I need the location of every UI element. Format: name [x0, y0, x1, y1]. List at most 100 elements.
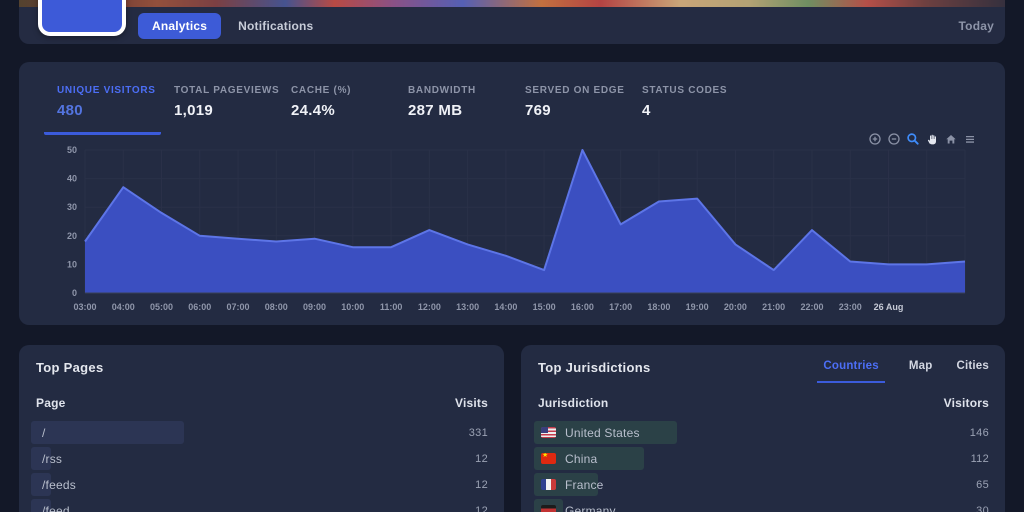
stat-served-on-edge[interactable]: SERVED ON EDGE 769	[512, 85, 629, 135]
table-row[interactable]: United States 146	[534, 421, 989, 444]
table-row[interactable]: / 331	[31, 421, 488, 444]
column-header-visitors: Visitors	[943, 396, 989, 410]
row-bar	[534, 447, 644, 470]
top-pages-rows: / 331/rss 12/feeds 12/feed 12	[19, 421, 504, 512]
row-label: United States	[534, 426, 640, 440]
svg-text:11:00: 11:00	[380, 302, 403, 312]
svg-text:20:00: 20:00	[724, 302, 747, 312]
row-value: 12	[475, 452, 488, 465]
stat-total-pageviews[interactable]: TOTAL PAGEVIEWS 1,019	[161, 85, 279, 135]
row-value: 12	[475, 478, 488, 491]
header-card: Analytics Notifications Today	[19, 0, 1005, 44]
country-name: Germany	[565, 503, 616, 512]
row-label: France	[534, 478, 604, 492]
header-nav: Analytics Notifications Today	[19, 7, 1005, 44]
svg-text:20: 20	[67, 231, 77, 241]
row-bar	[534, 421, 677, 444]
table-row[interactable]: /feeds 12	[31, 473, 488, 496]
stat-value: 287 MB	[408, 102, 463, 119]
stat-cache[interactable]: CACHE (%) 24.4%	[278, 85, 395, 135]
table-row[interactable]: Germany 30	[534, 499, 989, 512]
top-pages-title: Top Pages	[36, 360, 104, 375]
jurisdictions-title: Top Jurisdictions	[538, 360, 651, 375]
svg-text:07:00: 07:00	[227, 302, 250, 312]
country-name: France	[565, 477, 604, 492]
row-bar	[31, 421, 184, 444]
row-label: /rss	[42, 451, 63, 466]
selection-zoom-icon[interactable]	[906, 132, 920, 146]
stat-status-codes[interactable]: STATUS CODES 4	[629, 85, 746, 135]
stat-label: SERVED ON EDGE	[525, 85, 625, 96]
tab-map[interactable]: Map	[908, 360, 933, 372]
svg-text:10:00: 10:00	[341, 302, 364, 312]
stat-label: STATUS CODES	[642, 85, 728, 96]
row-value: 112	[970, 452, 989, 465]
menu-icon[interactable]	[963, 132, 977, 146]
tab-cities[interactable]: Cities	[956, 360, 989, 372]
svg-text:15:00: 15:00	[533, 302, 556, 312]
svg-text:19:00: 19:00	[686, 302, 709, 312]
svg-text:0: 0	[72, 288, 77, 298]
pan-icon[interactable]	[925, 132, 939, 146]
stat-bandwidth[interactable]: BANDWIDTH 287 MB	[395, 85, 512, 135]
svg-text:17:00: 17:00	[609, 302, 632, 312]
analytics-card: UNIQUE VISITORS 480 TOTAL PAGEVIEWS 1,01…	[19, 62, 1005, 325]
svg-text:12:00: 12:00	[418, 302, 441, 312]
row-bar	[31, 473, 51, 496]
svg-text:30: 30	[67, 202, 77, 212]
traffic-chart[interactable]: 0 10 20 30 40 50 03:00 04:00 05:00 06:00 07:00 08:0…	[19, 138, 1005, 325]
jurisdictions-card: Top Jurisdictions Countries Map Cities J…	[521, 345, 1005, 512]
svg-text:18:00: 18:00	[647, 302, 670, 312]
svg-text:13:00: 13:00	[456, 302, 479, 312]
svg-text:03:00: 03:00	[73, 302, 96, 312]
flag-de-icon	[541, 505, 556, 512]
row-value: 65	[976, 478, 989, 491]
svg-text:14:00: 14:00	[494, 302, 517, 312]
row-bar	[31, 447, 51, 470]
top-pages-card: Top Pages Page Visits / 331/rss 12/feeds 12…	[19, 345, 504, 512]
row-value: 331	[468, 426, 488, 439]
table-row[interactable]: /rss 12	[31, 447, 488, 470]
table-row[interactable]: France 65	[534, 473, 989, 496]
home-icon[interactable]	[944, 132, 958, 146]
svg-text:23:00: 23:00	[839, 302, 862, 312]
tab-analytics[interactable]: Analytics	[138, 12, 222, 39]
svg-text:22:00: 22:00	[800, 302, 823, 312]
stat-value: 769	[525, 102, 551, 119]
stat-value: 24.4%	[291, 102, 336, 119]
row-label: China	[534, 452, 597, 466]
row-value: 12	[475, 504, 488, 512]
cover-image	[19, 0, 1005, 7]
tab-notifications[interactable]: Notifications	[238, 18, 314, 33]
stat-label: UNIQUE VISITORS	[57, 85, 156, 96]
svg-text:06:00: 06:00	[188, 302, 211, 312]
country-name: United States	[565, 425, 640, 440]
row-value: 30	[976, 504, 989, 512]
stat-value: 1,019	[174, 102, 214, 119]
svg-text:21:00: 21:00	[762, 302, 785, 312]
tab-countries[interactable]: Countries	[817, 360, 885, 383]
row-bar	[31, 499, 51, 512]
svg-text:50: 50	[67, 145, 77, 155]
stat-label: CACHE (%)	[291, 85, 352, 96]
svg-text:10: 10	[67, 259, 77, 269]
row-label: /feeds	[42, 477, 76, 492]
zoom-in-icon[interactable]	[868, 132, 882, 146]
svg-text:05:00: 05:00	[150, 302, 173, 312]
stat-value: 480	[57, 102, 83, 119]
stat-unique-visitors[interactable]: UNIQUE VISITORS 480	[44, 85, 161, 135]
zoom-out-icon[interactable]	[887, 132, 901, 146]
row-label: /	[42, 425, 46, 440]
flag-us-icon	[541, 427, 556, 438]
row-label: /feed	[42, 503, 70, 512]
svg-text:08:00: 08:00	[265, 302, 288, 312]
stat-value: 4	[642, 102, 651, 119]
site-avatar[interactable]	[38, 0, 126, 36]
table-row[interactable]: /feed 12	[31, 499, 488, 512]
table-row[interactable]: China 112	[534, 447, 989, 470]
svg-text:26 Aug: 26 Aug	[874, 302, 904, 312]
svg-text:40: 40	[67, 174, 77, 184]
date-range-selector[interactable]: Today	[958, 18, 994, 33]
row-value: 146	[969, 426, 989, 439]
